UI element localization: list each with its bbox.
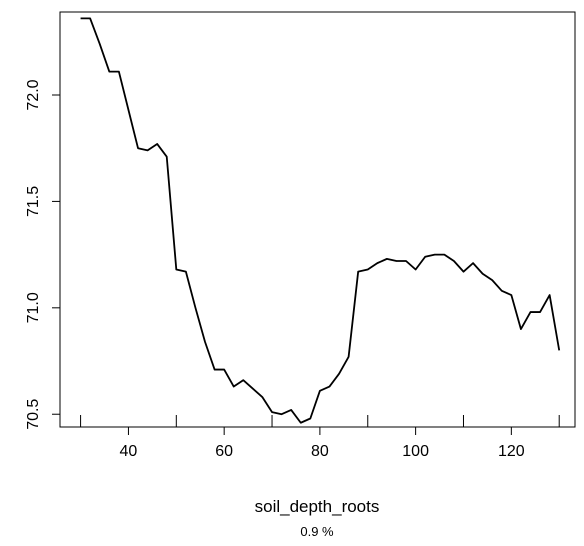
x-tick-label: 40 [120,443,138,460]
plot-frame [59,11,576,428]
y-axis: 70.5 71.0 71.5 72.0 [25,79,60,430]
x-tick-label: 120 [498,443,525,460]
footnote: 0.9 % [300,524,334,539]
y-tick-label: 71.0 [25,292,42,323]
x-tick-label: 100 [402,443,429,460]
x-axis: 40 60 80 100 120 [120,427,525,460]
rug-marks [80,415,560,427]
y-tick-label: 72.0 [25,79,42,110]
x-tick-label: 80 [311,443,329,460]
y-tick-label: 70.5 [25,399,42,430]
x-axis-title: soil_depth_roots [255,497,380,516]
series-line [80,17,561,424]
x-tick-label: 60 [215,443,233,460]
y-tick-label: 71.5 [25,186,42,217]
